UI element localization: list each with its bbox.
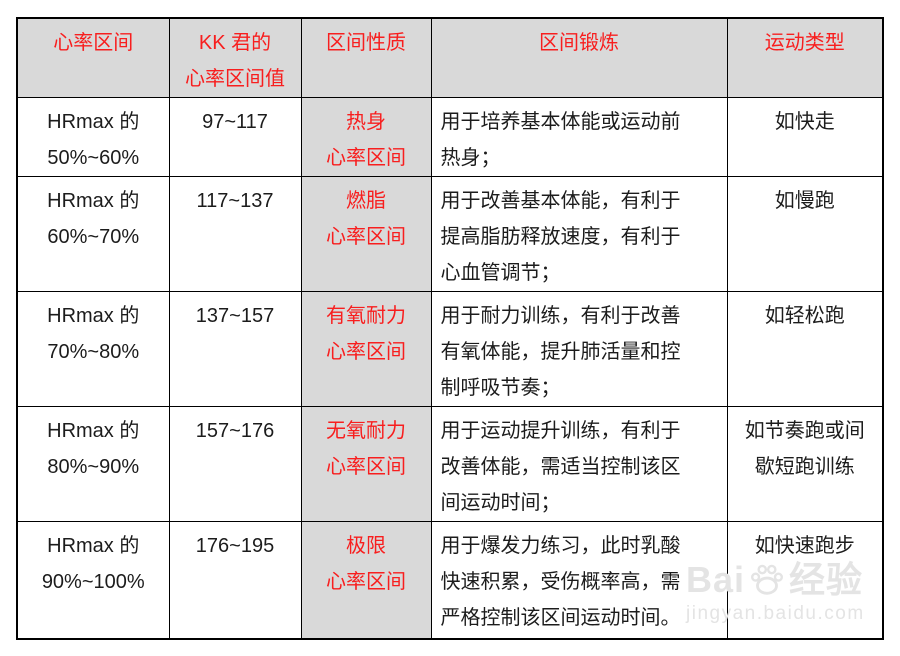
header-line: 区间性质	[326, 32, 406, 54]
nature-cell: 热身 心率区间	[300, 97, 432, 177]
sport-cell: 如节奏跑或间歇短跑训练	[726, 406, 884, 522]
header-line: 心率区间	[53, 32, 134, 54]
nature-line: 心率区间	[326, 226, 406, 248]
zone-cell: HRmax 的 80%~90%	[16, 406, 170, 522]
nature-line: 热身	[346, 111, 386, 133]
zone-line: 90%~100%	[41, 571, 145, 593]
nature-line: 有氧耐力	[326, 305, 406, 327]
value-cell: 97~117	[168, 97, 302, 177]
value-cell: 157~176	[168, 406, 302, 522]
zone-cell: HRmax 的 50%~60%	[16, 97, 170, 177]
col-header-sport-type: 运动类型	[726, 17, 884, 98]
nature-line: 燃脂	[346, 190, 386, 212]
sport-cell: 如慢跑	[726, 176, 884, 292]
value-cell: 117~137	[168, 176, 302, 292]
zone-line: HRmax 的	[47, 535, 140, 557]
sport-cell: 如快走	[726, 97, 884, 177]
nature-line: 心率区间	[326, 341, 406, 363]
zone-cell: HRmax 的 70%~80%	[16, 291, 170, 407]
header-line: 运动类型	[764, 32, 845, 54]
table-row: HRmax 的 70%~80% 137~157 有氧耐力 心率区间 用于耐力训练…	[16, 291, 884, 407]
value-cell: 137~157	[168, 291, 302, 407]
nature-cell: 无氧耐力 心率区间	[300, 406, 432, 522]
value-cell: 176~195	[168, 521, 302, 639]
sport-cell: 如轻松跑	[726, 291, 884, 407]
zone-line: HRmax 的	[47, 420, 140, 442]
header-row: 心率区间 KK 君的 心率区间值 区间性质 区间锻炼 运动类型	[16, 17, 884, 98]
training-cell: 用于培养基本体能或运动前热身；	[430, 97, 728, 177]
zone-cell: HRmax 的 60%~70%	[16, 176, 170, 292]
zone-line: 50%~60%	[47, 147, 140, 169]
table-row: HRmax 的 60%~70% 117~137 燃脂 心率区间 用于改善基本体能…	[16, 176, 884, 292]
training-cell: 用于耐力训练，有利于改善有氧体能，提升肺活量和控制呼吸节奏；	[430, 291, 728, 407]
zone-cell: HRmax 的 90%~100%	[16, 521, 170, 639]
header-line: 心率区间值	[185, 68, 285, 90]
table-row: HRmax 的 80%~90% 157~176 无氧耐力 心率区间 用于运动提升…	[16, 406, 884, 522]
heart-rate-zone-table: 心率区间 KK 君的 心率区间值 区间性质 区间锻炼 运动类型	[16, 17, 884, 640]
col-header-zone-nature: 区间性质	[300, 17, 432, 98]
zone-line: 60%~70%	[47, 226, 140, 248]
zone-line: 80%~90%	[47, 456, 140, 478]
training-cell: 用于爆发力练习，此时乳酸快速积累，受伤概率高，需严格控制该区间运动时间。	[430, 521, 728, 639]
zone-line: HRmax 的	[47, 111, 140, 133]
sport-cell: 如快速跑步	[726, 521, 884, 639]
col-header-heart-rate-zone: 心率区间	[16, 17, 170, 98]
nature-line: 无氧耐力	[326, 420, 406, 442]
nature-cell: 有氧耐力 心率区间	[300, 291, 432, 407]
zone-line: HRmax 的	[47, 305, 140, 327]
col-header-zone-training: 区间锻炼	[430, 17, 728, 98]
nature-cell: 极限 心率区间	[300, 521, 432, 639]
nature-line: 心率区间	[326, 147, 406, 169]
header-line: 区间锻炼	[539, 32, 619, 54]
nature-line: 心率区间	[326, 571, 406, 593]
nature-line: 心率区间	[326, 456, 406, 478]
header-line: KK 君的	[198, 32, 272, 54]
col-header-kk-zone-values: KK 君的 心率区间值	[168, 17, 302, 98]
nature-cell: 燃脂 心率区间	[300, 176, 432, 292]
training-cell: 用于运动提升训练，有利于改善体能，需适当控制该区间运动时间；	[430, 406, 728, 522]
nature-line: 极限	[346, 535, 386, 557]
table-row: HRmax 的 50%~60% 97~117 热身 心率区间 用于培养基本体能或…	[16, 97, 884, 177]
training-cell: 用于改善基本体能，有利于提高脂肪释放速度，有利于心血管调节；	[430, 176, 728, 292]
zone-line: 70%~80%	[47, 341, 140, 363]
zone-line: HRmax 的	[47, 190, 140, 212]
table-row: HRmax 的 90%~100% 176~195 极限 心率区间 用于爆发力练习…	[16, 521, 884, 639]
